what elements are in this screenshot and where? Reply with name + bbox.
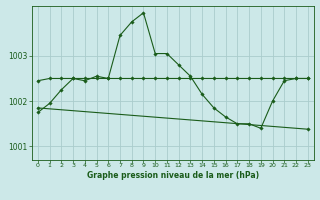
X-axis label: Graphe pression niveau de la mer (hPa): Graphe pression niveau de la mer (hPa) [87,171,259,180]
